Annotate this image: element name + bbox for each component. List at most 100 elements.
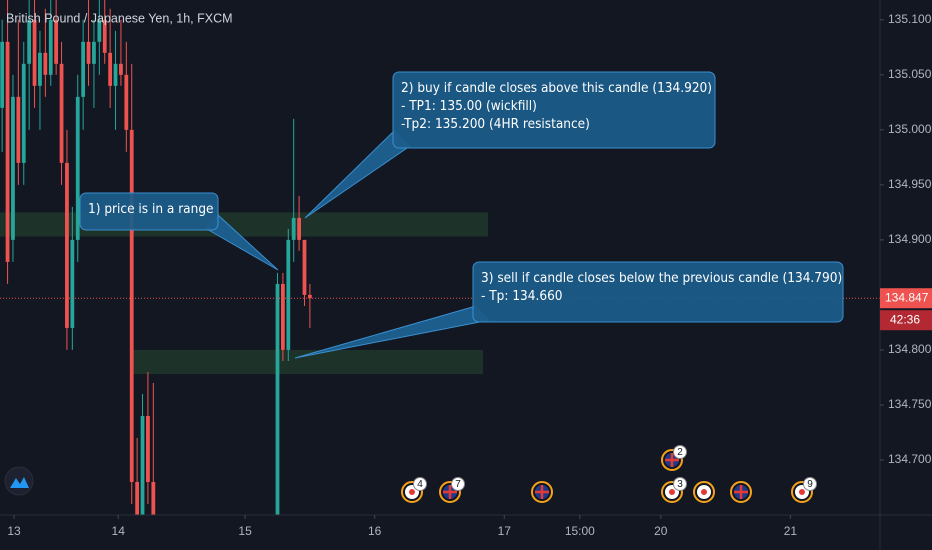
event-badge-label: 7 — [455, 479, 461, 490]
event-marker: 3 — [661, 477, 687, 503]
event-marker — [730, 481, 752, 503]
candle-body — [291, 217, 296, 240]
y-tick-label: 134.800 — [888, 342, 932, 356]
callout-box — [472, 261, 844, 323]
y-tick-label: 134.950 — [888, 177, 932, 191]
y-tick-label: 134.900 — [888, 232, 932, 246]
candle-body — [75, 96, 80, 240]
callout-text: 3) sell if candle closes below the previ… — [481, 270, 842, 286]
callout-text: - Tp: 134.660 — [481, 288, 563, 304]
event-marker: 4 — [401, 477, 427, 503]
candle-body — [21, 63, 26, 163]
candle-body — [124, 74, 129, 130]
event-badge-label: 4 — [417, 479, 423, 490]
chart-title: British Pound / Japanese Yen, 1h, FXCM — [6, 11, 233, 25]
event-badge-label: 3 — [677, 479, 683, 490]
event-marker — [531, 481, 553, 503]
candle-body — [65, 162, 69, 328]
candle-body — [102, 19, 107, 53]
countdown-label: 42:36 — [890, 312, 920, 326]
event-flag — [443, 485, 457, 499]
callout-text: 2) buy if candle closes above this candl… — [401, 80, 712, 96]
candle-body — [113, 63, 118, 86]
x-tick-label: 17 — [498, 524, 512, 538]
callout-text: - TP1: 135.00 (wickfill) — [401, 98, 537, 114]
event-marker: 2 — [661, 445, 687, 471]
candle-body — [27, 19, 32, 64]
event-flag — [734, 485, 748, 499]
candle-body — [43, 52, 48, 75]
x-tick-label: 16 — [368, 524, 382, 538]
zone — [0, 212, 488, 237]
candle-body — [70, 239, 75, 328]
candle-body — [32, 19, 37, 86]
x-tick-label: 20 — [654, 524, 668, 538]
candle-body — [275, 283, 280, 515]
candle-body — [48, 19, 53, 75]
candle-body — [308, 294, 312, 299]
candle-body — [151, 481, 156, 515]
x-tick-label: 21 — [784, 524, 798, 538]
event-badge — [803, 477, 817, 491]
x-tick-label: 14 — [112, 524, 126, 538]
candle-body — [38, 52, 42, 86]
candle-body — [11, 96, 15, 240]
candle-body — [286, 239, 291, 350]
candle-body — [146, 415, 150, 482]
event-badge-label: 9 — [807, 479, 813, 490]
event-dot — [701, 489, 707, 495]
last-price-box — [880, 288, 932, 309]
event-flag — [535, 485, 549, 499]
events: 4 7 2 3 9 — [401, 445, 817, 503]
candle-body — [97, 19, 102, 42]
event-badge — [413, 477, 427, 491]
event-badge — [673, 477, 687, 491]
callout-box — [79, 192, 219, 231]
x-tick-label: 15:00 — [565, 524, 595, 538]
candle-body — [129, 129, 134, 482]
event-marker: 7 — [439, 477, 465, 503]
callout: 2) buy if candle closes above this candl… — [304, 71, 716, 219]
callout-pointer — [204, 214, 279, 271]
y-tick-label: 135.000 — [888, 122, 932, 136]
candle-body — [0, 41, 5, 108]
candles — [0, 0, 880, 515]
event-marker: 9 — [791, 477, 817, 503]
candle-body — [16, 96, 21, 163]
callout-pointer — [294, 305, 491, 359]
callout-pointer — [304, 129, 411, 219]
event-badge — [673, 445, 687, 459]
callout: 3) sell if candle closes below the previ… — [294, 261, 844, 359]
candle-body — [54, 19, 59, 64]
event-dot — [669, 489, 675, 495]
event-dot — [799, 489, 805, 495]
callouts: 1) price is in a range 2) buy if candle c… — [79, 71, 844, 359]
event-marker — [693, 481, 715, 503]
callout-text: -Tp2: 135.200 (4HR resistance) — [401, 116, 590, 132]
candle-body — [108, 52, 113, 86]
candle-body — [119, 63, 123, 75]
callout-box — [392, 71, 716, 149]
y-tick-label: 134.750 — [888, 397, 932, 411]
x-tick-label: 13 — [7, 524, 21, 538]
last-price-label: 134.847 — [885, 290, 929, 304]
y-tick-label: 135.050 — [888, 67, 932, 81]
y-tick-label: 135.100 — [888, 12, 932, 26]
y-tick-label: 134.700 — [888, 452, 932, 466]
candle-body — [92, 41, 96, 64]
event-dot — [409, 489, 415, 495]
event-flag — [665, 453, 679, 467]
candle-body — [81, 41, 86, 97]
candle-body — [297, 217, 301, 240]
candle-body — [140, 415, 145, 515]
candle-body — [5, 41, 10, 262]
candle-body — [135, 481, 140, 515]
callout: 1) price is in a range — [79, 192, 279, 271]
candle-body — [86, 41, 91, 64]
candle-body — [302, 239, 307, 295]
callout-text: 1) price is in a range — [88, 201, 214, 217]
logo[interactable] — [4, 466, 34, 496]
axes: 135.100 135.050 135.000 134.950 134.900 134.8… — [7, 12, 932, 538]
